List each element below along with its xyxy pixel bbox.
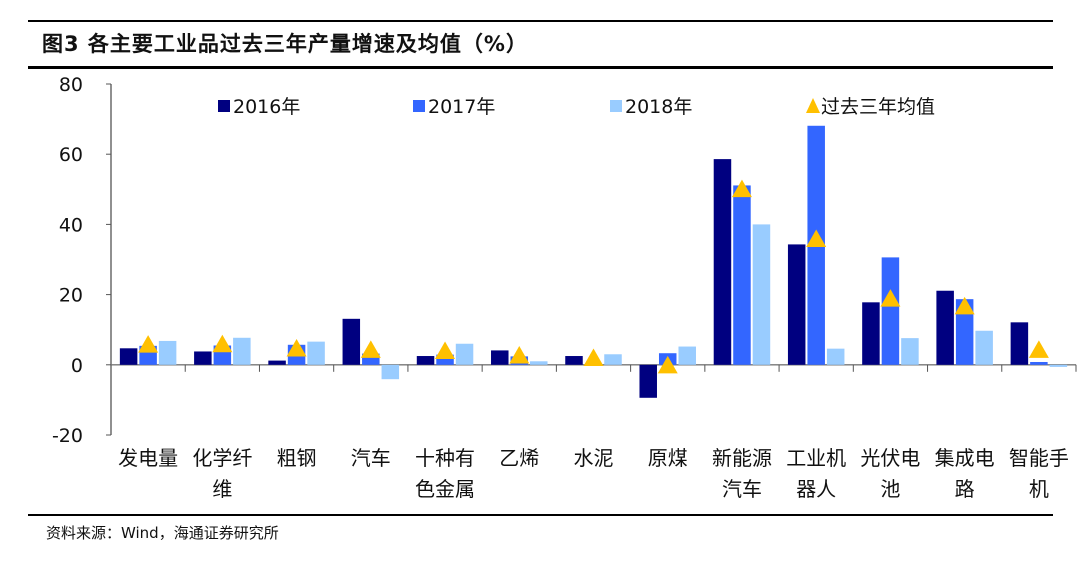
legend-item: 2017年: [413, 96, 495, 118]
x-category-label: 汽车: [351, 446, 391, 470]
legend-label: 2016年: [233, 96, 300, 118]
bar-2017: [436, 354, 454, 365]
legend-label: 过去三年均值: [821, 96, 935, 118]
bar-2016: [1010, 322, 1029, 365]
average-triangle-marker: [360, 340, 381, 358]
bar-2018: [901, 338, 919, 365]
average-triangle-marker: [212, 334, 233, 353]
legend-triangle-icon: [806, 98, 820, 113]
legend-label: 2017年: [428, 96, 495, 118]
bar-2016: [119, 348, 138, 365]
bar-2016: [491, 350, 509, 365]
bar-2016: [342, 318, 361, 365]
average-triangle-marker: [1028, 340, 1049, 358]
bar-2018: [604, 354, 622, 365]
title-bottom-rule: [28, 66, 1053, 69]
bar-2016: [936, 290, 954, 365]
bar-2018: [678, 346, 696, 365]
x-category-label: 乙烯: [499, 446, 539, 470]
y-tick-label: 20: [59, 285, 83, 307]
y-tick-label: 60: [59, 144, 83, 166]
legend-label: 2018年: [625, 96, 692, 118]
x-category-label: 水泥: [574, 446, 614, 470]
x-category-label: 汽车: [722, 477, 762, 501]
bar-2016: [713, 159, 732, 365]
bar-2016: [268, 360, 286, 365]
bar-2017: [733, 185, 751, 365]
average-triangle-marker: [806, 229, 827, 247]
bar-2018: [975, 330, 993, 365]
y-tick-label: -20: [52, 425, 83, 447]
legend-swatch: [413, 100, 425, 112]
chart-title: 图3 各主要工业品过去三年产量增速及均值（%）: [42, 32, 528, 56]
bar-2017: [1030, 361, 1048, 365]
x-category-label: 路: [955, 477, 975, 501]
bar-2018: [158, 340, 177, 365]
x-category-label: 新能源: [712, 446, 772, 470]
legend-item: 2018年: [610, 96, 692, 118]
x-category-label: 工业机: [786, 446, 846, 470]
x-category-label: 光伏电: [860, 446, 920, 470]
average-triangle-marker: [435, 341, 456, 359]
average-triangle-marker: [286, 339, 307, 357]
bar-2018: [381, 364, 400, 380]
average-triangle-marker: [880, 289, 901, 307]
source-top-rule: [28, 514, 1053, 516]
bar-2018: [307, 341, 325, 365]
source-note: 资料来源：Wind，海通证券研究所: [46, 524, 279, 542]
x-category-label: 集成电: [935, 446, 995, 470]
bar-2017: [881, 257, 900, 365]
bar-2018: [1049, 364, 1068, 367]
average-triangle-marker: [657, 355, 678, 374]
x-category-label: 色金属: [415, 477, 475, 501]
x-category-label: 原煤: [648, 446, 688, 470]
bar-2016: [565, 356, 583, 365]
y-tick-label: 80: [59, 74, 83, 96]
x-category-label: 智能手: [1009, 446, 1069, 470]
legend-swatch: [218, 100, 230, 112]
bar-2018: [530, 361, 548, 365]
bar-2016: [194, 351, 212, 365]
bar-2017: [955, 299, 974, 365]
x-category-label: 发电量: [118, 446, 178, 470]
x-category-label: 十种有: [415, 446, 475, 470]
y-tick-label: 40: [59, 214, 83, 236]
bar-2016: [639, 364, 657, 398]
average-triangle-marker: [138, 335, 159, 353]
bar-2018: [233, 337, 251, 365]
bar-2016: [862, 302, 880, 365]
x-category-label: 机: [1029, 477, 1049, 501]
axes: -20 0 20 40 60 80: [52, 74, 1077, 447]
x-category-label: 化学纤: [192, 446, 252, 470]
legend-item: 过去三年均值: [806, 96, 935, 118]
bar-2018: [455, 343, 474, 365]
average-markers: [138, 179, 1049, 374]
average-triangle-marker: [731, 179, 752, 198]
x-category-label: 器人: [796, 477, 836, 501]
x-category-label: 池: [880, 477, 900, 501]
legend: 2016年 2017年 2018年 过去三年均值: [218, 96, 935, 118]
legend-swatch: [610, 100, 622, 112]
bar-2018: [826, 348, 845, 365]
y-tick-label: 0: [71, 355, 83, 377]
average-triangle-marker: [509, 346, 530, 364]
title-top-rule: [28, 20, 1053, 22]
x-category-label: 粗钢: [277, 446, 317, 470]
bar-2016: [416, 356, 435, 365]
average-triangle-marker: [583, 348, 604, 366]
average-triangle-marker: [954, 296, 975, 315]
bar-2016: [787, 244, 806, 365]
bar-2018: [752, 224, 771, 365]
bar-2017: [362, 353, 380, 365]
legend-item: 2016年: [218, 96, 300, 118]
x-category-label: 维: [212, 477, 232, 501]
